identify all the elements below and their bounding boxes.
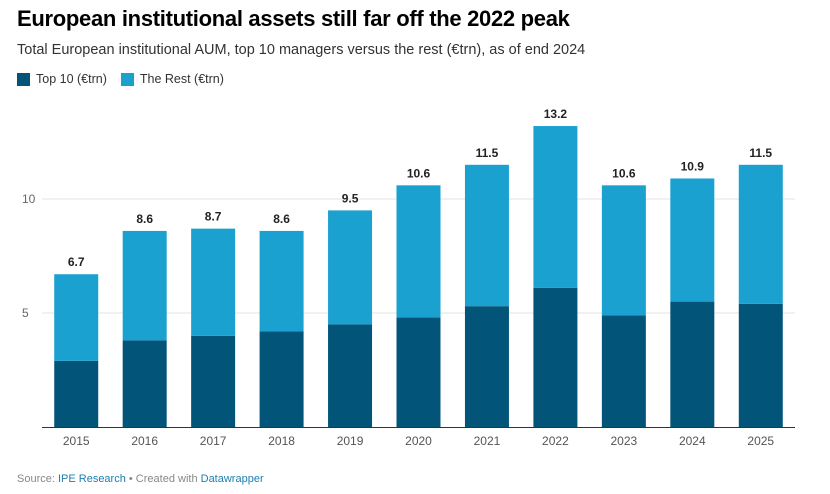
x-tick-label-2021: 2021 <box>474 434 501 448</box>
total-label-2018: 8.6 <box>273 212 290 226</box>
total-label-2025: 11.5 <box>749 146 772 160</box>
x-tick-label-2020: 2020 <box>405 434 432 448</box>
bar-rest-2016 <box>122 230 167 341</box>
total-label-2016: 8.6 <box>136 212 153 226</box>
bar-top10-2020 <box>396 317 441 427</box>
x-tick-label-2022: 2022 <box>542 434 569 448</box>
legend-item-rest: The Rest (€trn) <box>120 72 224 86</box>
chart-title: European institutional assets still far … <box>17 6 570 31</box>
bar-top10-2023 <box>601 315 646 427</box>
bar-rest-2023 <box>601 185 646 316</box>
total-label-2021: 11.5 <box>476 146 499 160</box>
source-prefix: Source: <box>17 473 58 485</box>
total-label-2017: 8.7 <box>205 210 222 224</box>
legend-swatch-rest <box>120 72 134 86</box>
total-label-2024: 10.9 <box>681 159 705 173</box>
total-label-2015: 6.7 <box>68 255 85 269</box>
bar-rest-2024 <box>670 178 715 302</box>
source-link[interactable]: IPE Research <box>57 473 126 485</box>
y-tick-label: 5 <box>22 306 29 320</box>
bar-top10-2025 <box>738 303 783 427</box>
x-tick-label-2018: 2018 <box>268 434 295 448</box>
legend-swatch-top10 <box>17 72 30 86</box>
y-tick-label: 10 <box>22 192 36 206</box>
legend-label-rest: The Rest (€trn) <box>139 72 224 86</box>
total-label-2020: 10.6 <box>407 166 431 180</box>
bar-rest-2018 <box>259 230 304 332</box>
bar-top10-2021 <box>464 306 509 427</box>
legend-item-top10: Top 10 (€trn) <box>17 72 107 86</box>
total-label-2022: 13.2 <box>544 107 568 121</box>
chart-subtitle: Total European institutional AUM, top 10… <box>17 42 586 58</box>
bar-rest-2022 <box>533 126 578 288</box>
legend: Top 10 (€trn) The Rest (€trn) <box>17 72 238 86</box>
bar-top10-2015 <box>54 360 99 427</box>
bar-top10-2017 <box>191 335 236 427</box>
bar-rest-2019 <box>328 210 373 325</box>
bar-top10-2016 <box>122 340 167 427</box>
datawrapper-link[interactable]: Datawrapper <box>200 473 264 485</box>
bar-top10-2019 <box>328 324 373 427</box>
bar-top10-2022 <box>533 287 578 427</box>
bar-rest-2015 <box>54 274 99 361</box>
footer-separator: • Created with <box>125 473 201 485</box>
bar-top10-2018 <box>259 331 304 427</box>
legend-label-top10: Top 10 (€trn) <box>36 72 107 86</box>
bar-rest-2021 <box>464 164 509 307</box>
bar-rest-2017 <box>191 228 236 336</box>
total-label-2023: 10.6 <box>612 166 636 180</box>
x-tick-label-2019: 2019 <box>337 434 364 448</box>
bar-rest-2020 <box>396 185 441 318</box>
x-tick-label-2015: 2015 <box>63 434 90 448</box>
x-tick-label-2023: 2023 <box>611 434 638 448</box>
chart-footer: Source: IPE Research • Created with Data… <box>17 473 264 485</box>
total-label-2019: 9.5 <box>342 191 359 205</box>
x-tick-label-2024: 2024 <box>679 434 706 448</box>
x-tick-label-2017: 2017 <box>200 434 227 448</box>
x-tick-label-2025: 2025 <box>747 434 774 448</box>
bar-rest-2025 <box>738 164 783 304</box>
bar-top10-2024 <box>670 301 715 427</box>
x-tick-label-2016: 2016 <box>131 434 158 448</box>
